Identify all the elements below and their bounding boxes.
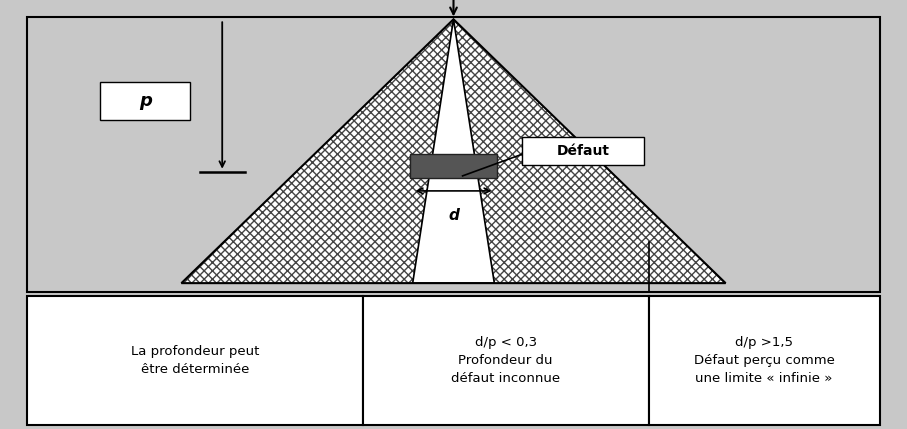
Polygon shape xyxy=(413,19,494,283)
Text: d/p < 0,3
Profondeur du
défaut inconnue: d/p < 0,3 Profondeur du défaut inconnue xyxy=(451,336,561,385)
Polygon shape xyxy=(181,19,454,283)
Bar xyxy=(100,82,190,120)
Text: d/p >1,5
Défaut perçu comme
une limite « infinie »: d/p >1,5 Défaut perçu comme une limite «… xyxy=(694,336,834,385)
Bar xyxy=(27,296,363,425)
Bar xyxy=(363,296,649,425)
Bar xyxy=(649,296,880,425)
Bar xyxy=(410,154,497,178)
Bar xyxy=(27,17,880,292)
Bar xyxy=(522,137,644,165)
Text: La profondeur peut
être déterminée: La profondeur peut être déterminée xyxy=(131,345,259,376)
Polygon shape xyxy=(454,19,726,283)
Text: d: d xyxy=(448,208,459,223)
Text: p: p xyxy=(139,92,151,110)
Text: Défaut: Défaut xyxy=(557,144,610,158)
